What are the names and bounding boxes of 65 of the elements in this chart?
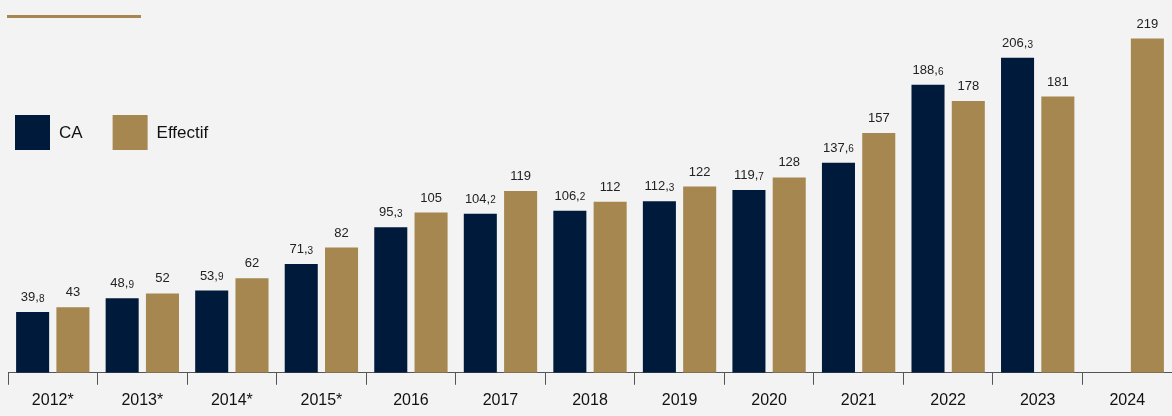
x-tick-label: 2012* xyxy=(31,390,74,408)
data-label: 112 xyxy=(599,178,621,194)
bar xyxy=(374,227,408,373)
bar xyxy=(821,162,855,373)
bar xyxy=(414,212,448,373)
data-label: 219 xyxy=(1136,15,1159,31)
bar xyxy=(1041,96,1075,373)
bar xyxy=(951,101,985,373)
bar xyxy=(1130,38,1164,373)
data-label: 105 xyxy=(420,189,442,205)
bar xyxy=(772,177,806,373)
data-label: 206,3 xyxy=(1002,34,1034,50)
x-tick-label: 2018 xyxy=(572,390,608,408)
x-tick-label: 2015* xyxy=(300,390,343,408)
data-label: 39,8 xyxy=(20,289,45,305)
bar xyxy=(16,312,50,373)
x-tick-label: 2019 xyxy=(661,390,698,408)
data-label: 104,2 xyxy=(464,190,497,206)
data-label: 128 xyxy=(778,154,801,170)
data-label: 178 xyxy=(957,78,980,94)
bar xyxy=(105,298,139,373)
data-label: 122 xyxy=(688,163,711,179)
data-label: 95,3 xyxy=(378,204,404,220)
bar xyxy=(593,201,627,373)
data-label: 112,3 xyxy=(644,178,675,194)
data-label: 119,7 xyxy=(733,167,765,183)
bar xyxy=(235,278,269,373)
data-label: 62 xyxy=(244,255,260,271)
legend-label: CA xyxy=(59,122,84,142)
x-tick-label: 2016 xyxy=(393,390,429,408)
x-tick-label: 2020 xyxy=(751,390,787,408)
data-label: 119 xyxy=(510,168,531,184)
data-label: 181 xyxy=(1046,73,1069,89)
bar xyxy=(642,201,676,373)
bar xyxy=(1001,57,1035,373)
bar xyxy=(463,213,497,373)
data-label: 137,6 xyxy=(823,139,855,155)
bar xyxy=(553,210,587,373)
data-label: 82 xyxy=(334,224,349,240)
data-label: 53,9 xyxy=(199,267,224,283)
data-label: 106,2 xyxy=(554,187,586,203)
bar xyxy=(504,191,538,373)
bar xyxy=(325,247,359,373)
x-tick-label: 2017 xyxy=(482,390,519,408)
data-label: 43 xyxy=(65,284,81,300)
x-tick-label: 2014* xyxy=(210,390,253,408)
data-label: 48,9 xyxy=(110,275,135,291)
bar xyxy=(145,293,179,373)
x-tick-label: 2023 xyxy=(1019,390,1056,408)
x-tick-label: 2021 xyxy=(840,390,877,408)
bar xyxy=(284,263,318,373)
data-label: 52 xyxy=(155,270,170,286)
bar xyxy=(195,290,229,373)
data-label: 71,3 xyxy=(289,241,314,257)
bar xyxy=(683,186,717,373)
bar xyxy=(732,190,766,373)
legend-label: Effectif xyxy=(156,122,209,142)
bar xyxy=(56,307,90,373)
x-tick-label: 2022 xyxy=(930,390,967,408)
x-tick-label: 2013* xyxy=(121,390,164,408)
bar xyxy=(911,84,945,373)
x-tick-label: 2024 xyxy=(1109,390,1146,408)
data-label: 188,6 xyxy=(912,61,944,77)
bar xyxy=(862,133,896,373)
data-label: 157 xyxy=(867,110,890,126)
